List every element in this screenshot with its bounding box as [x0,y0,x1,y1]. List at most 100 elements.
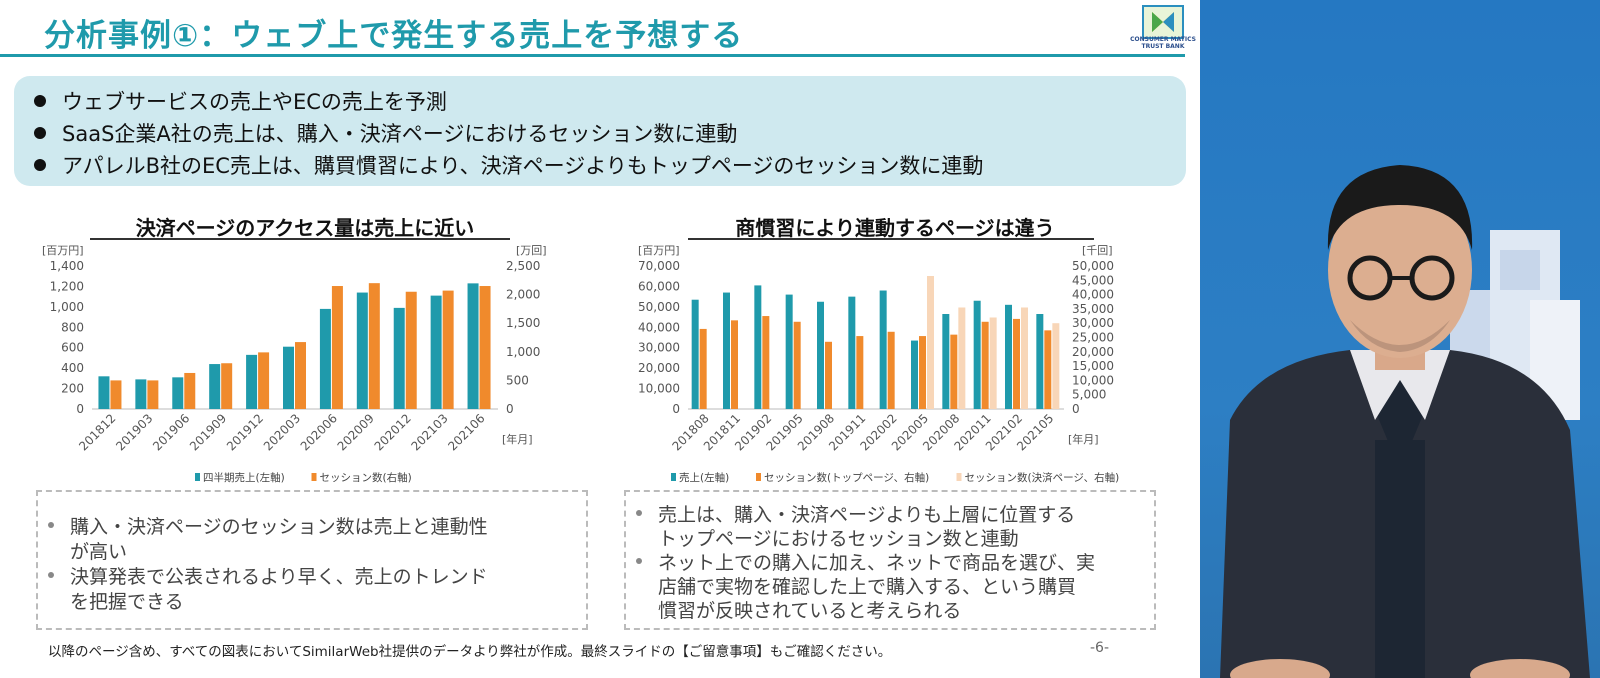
summary-box: ウェブサービスの売上やECの売上を予測 SaaS企業A社の売上は、購入・決済ペー… [14,76,1186,186]
bar-right-2 [958,307,966,409]
bar-right-1 [1044,330,1052,409]
bar-left-0 [848,296,856,409]
right-chart-title: 商慣習により連動するページは違う [735,216,1055,240]
legend-swatch [311,473,317,481]
bar-left-0 [911,340,918,409]
right-chart-title-rule [688,238,1094,240]
right-tick-label: 25,000 [1072,331,1114,345]
bar-left-0 [973,300,981,409]
bar-left-0 [172,377,184,409]
right-tick-label: 20,000 [1072,345,1114,359]
left-tick-label: 10,000 [638,382,680,396]
left-chart: [百万円] [万回] 0 200 400 600 800 1,000 1,200 1,400 0 50… [42,244,547,484]
note-line: 慣習が反映されていると考えられる [658,596,961,623]
right-tick-label: 40,000 [1072,288,1114,302]
bar-right-1 [919,336,926,409]
note-bullet-icon [48,572,54,578]
bar-left-0 [246,354,258,409]
note-text: 決算発表で公表されるより早く、売上のトレンド [70,566,488,588]
bar-left-0 [879,290,887,409]
category-label: 202106 [445,411,487,453]
category-label: 201909 [187,411,229,453]
left-tick-label: 60,000 [638,279,680,293]
right-tick-label: 5,000 [1072,388,1106,402]
bar-right-2 [989,317,997,409]
left-axis-unit: [百万円] [638,244,680,257]
title-underline [0,54,1185,57]
bar-left-0 [283,346,294,409]
category-label: 202012 [372,411,414,453]
bar-left-0 [319,308,331,409]
right-tick-label: 500 [506,373,529,387]
right-tick-label: 2,500 [506,259,540,273]
page-number: -6- [1090,640,1110,656]
note-text: を把握できる [70,591,184,613]
bar-right-1 [368,283,380,409]
logo-text: CONSUMER MATICS TRUST BANK [1130,36,1196,50]
note-text: ネット上での購入に加え、ネットで商品を選び、実 [658,552,1096,574]
bar-left-0 [98,376,110,409]
bar-left-0 [754,285,762,409]
bar-right-1 [856,336,864,409]
left-chart-title: 決済ページのアクセス量は売上に近い [135,216,475,240]
bar-right-1 [762,316,770,409]
legend-label: 売上(左軸) [679,471,729,484]
note-line: 購入・決済ページのセッション数は売上と連動性 [48,512,488,539]
category-label: 201912 [224,411,266,453]
left-tick-label: 20,000 [638,361,680,375]
slide-footer: 以降のページ含め、すべての図表においてSimilarWeb社提供のデータより弊社… [48,644,892,660]
bullet-dot-icon [34,127,46,139]
right-tick-label: 0 [506,402,514,416]
legend-label: セッション数(右軸) [320,471,412,484]
bar-left-0 [393,307,405,409]
bar-left-0 [1005,304,1012,409]
bar-right-2 [1052,323,1060,409]
right-tick-label: 30,000 [1072,316,1114,330]
bar-left-0 [691,299,699,409]
left-tick-label: 800 [61,320,84,334]
legend-swatch [671,473,676,481]
left-axis-unit: [百万円] [42,244,84,257]
bar-right-1 [479,286,491,409]
bar-left-0 [1036,314,1044,409]
note-bullet-icon [48,522,54,528]
left-tick-label: 1,200 [50,279,84,293]
bar-right-1 [331,286,343,409]
summary-bullet: SaaS企業A社の売上は、購入・決済ページにおけるセッション数に連動 [34,118,737,148]
bar-right-1 [1013,318,1020,409]
summary-bullet: アパレルB社のEC売上は、購買慣習により、決済ページよりもトップページのセッショ… [34,150,983,180]
right-tick-label: 15,000 [1072,359,1114,373]
bar-right-1 [793,321,801,409]
summary-bullet: ウェブサービスの売上やECの売上を予測 [34,86,447,116]
bar-right-2 [927,276,934,409]
note-line: ネット上での購入に加え、ネットで商品を選び、実 [636,548,1095,575]
summary-text: ウェブサービスの売上やECの売上を予測 [62,90,447,114]
right-tick-label: 35,000 [1072,302,1114,316]
left-tick-label: 200 [61,382,84,396]
right-tick-label: 10,000 [1072,373,1114,387]
bar-left-0 [785,294,793,409]
right-tick-label: 45,000 [1072,273,1114,287]
bar-right-1 [147,380,159,409]
left-tick-label: 0 [672,402,680,416]
bar-right-1 [295,342,306,409]
speaker-video [1200,0,1600,678]
bar-right-1 [258,352,270,409]
bar-right-1 [731,320,738,409]
note-line: 店舗で実物を確認した上で購入する、という購買 [658,572,1076,599]
bar-left-0 [430,295,442,409]
left-tick-label: 30,000 [638,341,680,355]
left-notes-box: 購入・決済ページのセッション数は売上と連動性 が高い 決算発表で公表されるより早く、… [36,490,588,630]
note-text: トップページにおけるセッション数と連動 [658,528,1019,550]
bar-left-0 [817,301,824,409]
x-axis-unit: [年月] [502,432,533,446]
category-label: 202009 [335,411,377,453]
bar-right-1 [887,331,895,409]
bar-left-0 [209,364,221,409]
right-tick-label: 1,000 [506,345,540,359]
bar-right-1 [221,363,233,409]
bar-right-1 [950,334,958,409]
left-tick-label: 1,000 [50,300,84,314]
legend-swatch [956,473,962,481]
bar-left-0 [356,292,368,409]
